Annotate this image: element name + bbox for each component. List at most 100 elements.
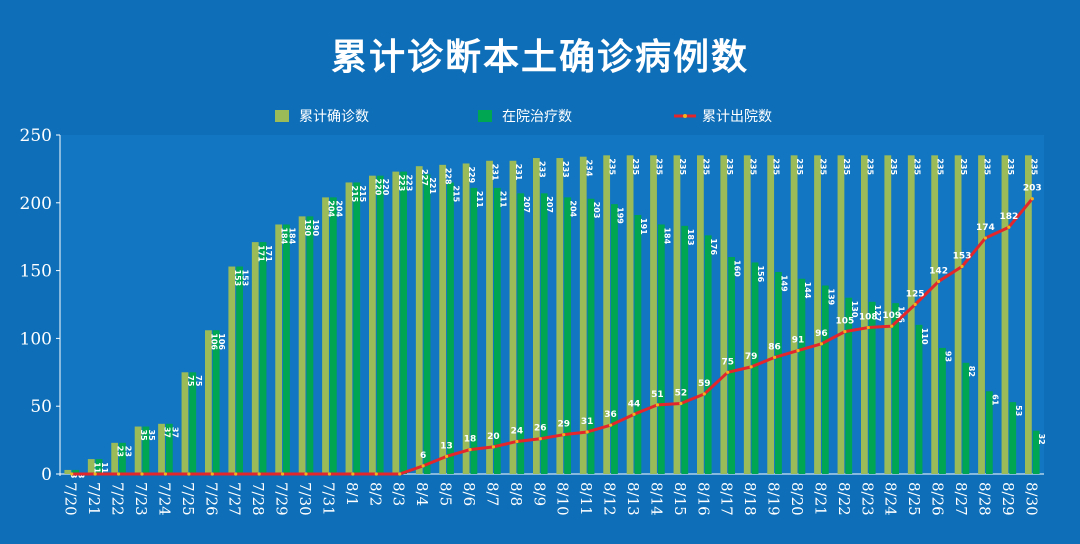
- line-point-discharged: [374, 472, 378, 476]
- bar-in-hospital: [142, 426, 150, 474]
- data-label-in-hospital: 23: [123, 446, 132, 457]
- x-tick-label: 8/15: [671, 482, 689, 516]
- x-tick-label: 7/22: [109, 482, 127, 516]
- data-label-in-hospital: 211: [475, 191, 484, 208]
- bar-cumulative-confirmed: [532, 158, 540, 474]
- x-tick-label: 8/30: [1022, 482, 1040, 516]
- bar-in-hospital: [892, 303, 900, 474]
- data-label-discharged: 86: [768, 342, 781, 352]
- data-label-confirmed: 235: [819, 158, 828, 175]
- bar-in-hospital: [728, 257, 736, 474]
- bar-cumulative-confirmed: [837, 155, 845, 474]
- bar-in-hospital: [423, 174, 431, 474]
- data-label-discharged: 31: [581, 417, 594, 427]
- x-tick-label: 8/1: [343, 482, 361, 506]
- bar-cumulative-confirmed: [603, 155, 611, 474]
- chart-title: 累计诊断本土确诊病例数: [330, 37, 749, 78]
- data-label-confirmed: 106: [209, 333, 218, 350]
- bar-in-hospital: [868, 301, 876, 474]
- line-point-discharged: [866, 325, 870, 330]
- x-tick-label: 8/6: [460, 482, 478, 506]
- y-tick-label: 100: [20, 329, 52, 349]
- data-label-confirmed: 235: [842, 158, 851, 175]
- x-tick-label: 8/13: [624, 482, 642, 516]
- bar-cumulative-confirmed: [204, 330, 212, 474]
- x-tick-label: 8/14: [647, 482, 665, 516]
- line-point-discharged: [163, 472, 168, 476]
- x-tick-label: 8/20: [788, 482, 806, 516]
- bar-in-hospital: [915, 324, 923, 474]
- data-label-confirmed: 233: [537, 161, 546, 178]
- bar-cumulative-confirmed: [720, 155, 728, 474]
- data-label-in-hospital: 204: [569, 200, 578, 217]
- bar-cumulative-confirmed: [368, 175, 376, 474]
- data-label-confirmed: 235: [959, 158, 968, 175]
- bar-cumulative-confirmed: [673, 155, 681, 474]
- bar-cumulative-confirmed: [251, 242, 259, 474]
- data-label-discharged: 108: [859, 313, 878, 323]
- bar-in-hospital: [236, 266, 244, 474]
- line-point-discharged: [538, 437, 542, 441]
- bar-in-hospital: [751, 262, 759, 474]
- bar-in-hospital: [493, 187, 501, 474]
- line-point-discharged: [890, 324, 894, 328]
- x-tick-label: 7/30: [296, 482, 314, 516]
- line-point-discharged: [210, 472, 214, 476]
- x-tick-label: 8/25: [905, 482, 923, 516]
- bar-cumulative-confirmed: [1001, 155, 1009, 474]
- data-label-confirmed: 235: [631, 158, 640, 175]
- data-label-confirmed: 35: [139, 430, 148, 442]
- bar-cumulative-confirmed: [954, 155, 962, 474]
- bar-cumulative-confirmed: [462, 163, 470, 474]
- data-label-discharged: 29: [557, 420, 570, 430]
- data-label-discharged: 75: [721, 357, 734, 367]
- data-label-confirmed: 3: [69, 473, 78, 479]
- data-label-in-hospital: 3: [77, 473, 86, 479]
- bar-cumulative-confirmed: [322, 197, 329, 474]
- x-tick-label: 7/24: [155, 482, 173, 516]
- data-label-in-hospital: 183: [686, 229, 695, 246]
- line-point-discharged: [585, 430, 589, 434]
- bar-cumulative-confirmed: [556, 158, 564, 474]
- x-tick-label: 8/23: [858, 482, 876, 516]
- data-label-in-hospital: 127: [873, 305, 882, 322]
- bar-cumulative-confirmed: [907, 155, 915, 474]
- bar-cumulative-confirmed: [790, 155, 798, 474]
- data-label-in-hospital: 221: [428, 177, 437, 194]
- line-point-discharged: [562, 433, 566, 437]
- line-discharged: [71, 197, 1034, 476]
- data-label-confirmed: 235: [655, 158, 664, 175]
- data-label-confirmed: 235: [983, 158, 992, 175]
- data-label-confirmed: 190: [303, 219, 312, 236]
- data-label-confirmed: 171: [256, 245, 265, 262]
- data-label-in-hospital: 149: [779, 275, 788, 292]
- line-point-discharged: [749, 365, 753, 369]
- line-point-discharged: [327, 472, 332, 476]
- data-label-in-hospital: 32: [1037, 434, 1046, 445]
- line-point-discharged: [772, 355, 777, 359]
- bar-cumulative-confirmed: [767, 155, 775, 474]
- x-tick-label: 8/2: [366, 482, 384, 506]
- data-label-discharged: 6: [420, 451, 426, 461]
- line-point-discharged: [491, 445, 496, 449]
- bar-in-hospital: [283, 224, 290, 474]
- data-label-confirmed: 235: [678, 158, 687, 175]
- x-tick-label: 8/8: [507, 482, 525, 506]
- y-tick-label: 200: [20, 194, 52, 214]
- data-label-in-hospital: 199: [615, 207, 624, 224]
- data-label-discharged: 203: [1023, 184, 1042, 194]
- line-point-discharged: [444, 454, 449, 458]
- data-label-in-hospital: 53: [1014, 405, 1023, 416]
- data-label-in-hospital: 130: [850, 301, 859, 318]
- line-point-discharged: [936, 279, 941, 284]
- line-point-discharged: [983, 236, 988, 240]
- legend-in-hospital-label: 在院治疗数: [502, 109, 572, 125]
- data-label-discharged: 36: [604, 410, 617, 420]
- x-tick-label: 8/11: [577, 482, 595, 516]
- line-point-discharged: [960, 264, 964, 269]
- line-point-discharged: [726, 370, 730, 374]
- bar-in-hospital: [353, 182, 361, 474]
- bar-cumulative-confirmed: [860, 155, 868, 474]
- bar-cumulative-confirmed: [298, 216, 306, 475]
- bar-in-hospital: [962, 362, 970, 474]
